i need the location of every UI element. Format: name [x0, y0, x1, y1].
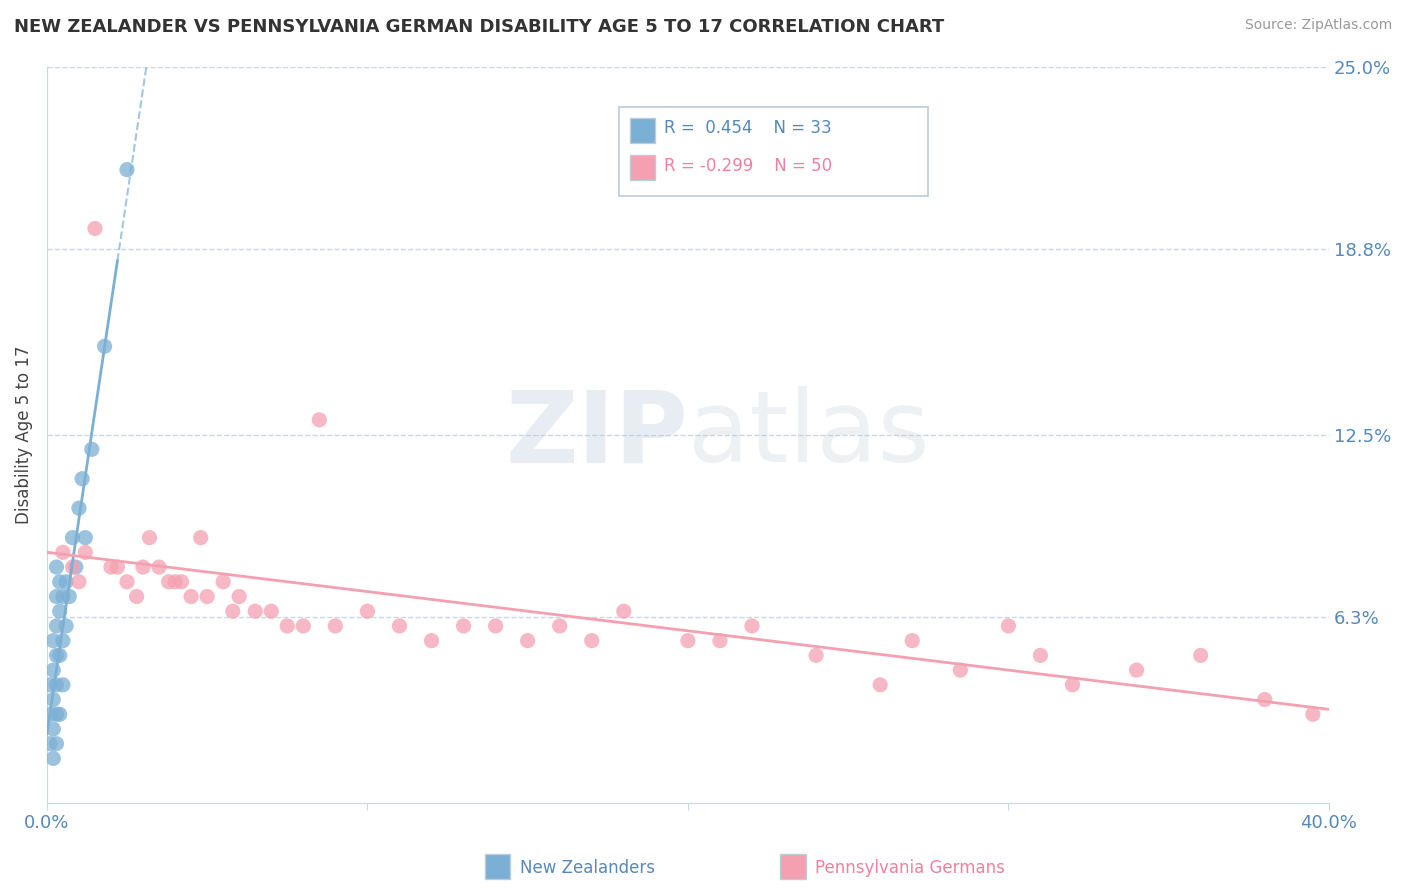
Point: [190, 531, 212, 545]
Point: [1189, 648, 1212, 663]
Point: [42, 633, 65, 648]
Point: [42, 751, 65, 765]
Point: [516, 633, 538, 648]
Point: [1125, 663, 1147, 677]
Point: [195, 590, 218, 604]
Point: [39, 707, 62, 722]
Point: [105, 560, 128, 574]
Point: [45, 737, 67, 751]
Point: [138, 531, 160, 545]
Point: [93, 339, 115, 353]
Point: [165, 574, 187, 589]
Point: [613, 604, 636, 618]
Point: [52, 545, 75, 559]
Point: [741, 619, 763, 633]
Text: atlas: atlas: [688, 386, 929, 483]
Point: [420, 633, 443, 648]
Point: [48, 574, 70, 589]
Point: [62, 560, 84, 574]
Point: [676, 633, 699, 648]
Point: [804, 648, 827, 663]
Point: [115, 574, 138, 589]
Point: [148, 560, 170, 574]
Point: [42, 663, 65, 677]
Point: [48, 707, 70, 722]
Point: [75, 545, 97, 559]
Point: [1254, 692, 1277, 706]
Point: [65, 560, 87, 574]
Point: [260, 604, 283, 618]
Point: [84, 221, 107, 235]
Text: New Zealanders: New Zealanders: [520, 859, 655, 877]
Point: [869, 678, 891, 692]
Point: [62, 531, 84, 545]
Point: [453, 619, 475, 633]
Point: [55, 619, 77, 633]
Point: [80, 442, 103, 457]
Point: [115, 162, 138, 177]
Point: [997, 619, 1019, 633]
Point: [157, 574, 180, 589]
Point: [1029, 648, 1052, 663]
Point: [276, 619, 298, 633]
Point: [292, 619, 315, 633]
Point: [45, 619, 67, 633]
Text: Pennsylvania Germans: Pennsylvania Germans: [815, 859, 1005, 877]
Text: NEW ZEALANDER VS PENNSYLVANIA GERMAN DISABILITY AGE 5 TO 17 CORRELATION CHART: NEW ZEALANDER VS PENNSYLVANIA GERMAN DIS…: [14, 18, 945, 36]
Point: [581, 633, 603, 648]
Point: [45, 648, 67, 663]
Point: [548, 619, 571, 633]
Point: [388, 619, 411, 633]
Point: [949, 663, 972, 677]
Point: [180, 590, 202, 604]
Text: ZIP: ZIP: [505, 386, 688, 483]
Text: R =  0.454    N = 33: R = 0.454 N = 33: [664, 120, 831, 137]
Point: [170, 574, 193, 589]
Point: [100, 560, 122, 574]
Point: [45, 590, 67, 604]
Point: [39, 737, 62, 751]
Point: [325, 619, 347, 633]
Point: [901, 633, 924, 648]
Point: [55, 574, 77, 589]
Point: [52, 678, 75, 692]
Point: [39, 678, 62, 692]
Point: [125, 590, 148, 604]
Point: [48, 604, 70, 618]
Point: [48, 648, 70, 663]
Point: [1302, 707, 1324, 722]
Point: [75, 531, 97, 545]
Point: [45, 678, 67, 692]
Point: [132, 560, 155, 574]
Y-axis label: Disability Age 5 to 17: Disability Age 5 to 17: [15, 345, 32, 524]
Point: [484, 619, 506, 633]
Point: [709, 633, 731, 648]
Point: [67, 574, 90, 589]
Point: [356, 604, 378, 618]
Point: [45, 707, 67, 722]
Point: [70, 472, 93, 486]
Point: [42, 722, 65, 736]
Point: [52, 590, 75, 604]
Point: [245, 604, 267, 618]
Point: [52, 633, 75, 648]
Point: [42, 692, 65, 706]
Point: [1062, 678, 1084, 692]
Point: [212, 574, 235, 589]
Point: [67, 501, 90, 516]
Point: [228, 590, 250, 604]
Point: [58, 590, 80, 604]
Text: R = -0.299    N = 50: R = -0.299 N = 50: [664, 157, 832, 175]
Point: [222, 604, 245, 618]
Point: [308, 413, 330, 427]
Text: Source: ZipAtlas.com: Source: ZipAtlas.com: [1244, 18, 1392, 32]
Point: [45, 560, 67, 574]
